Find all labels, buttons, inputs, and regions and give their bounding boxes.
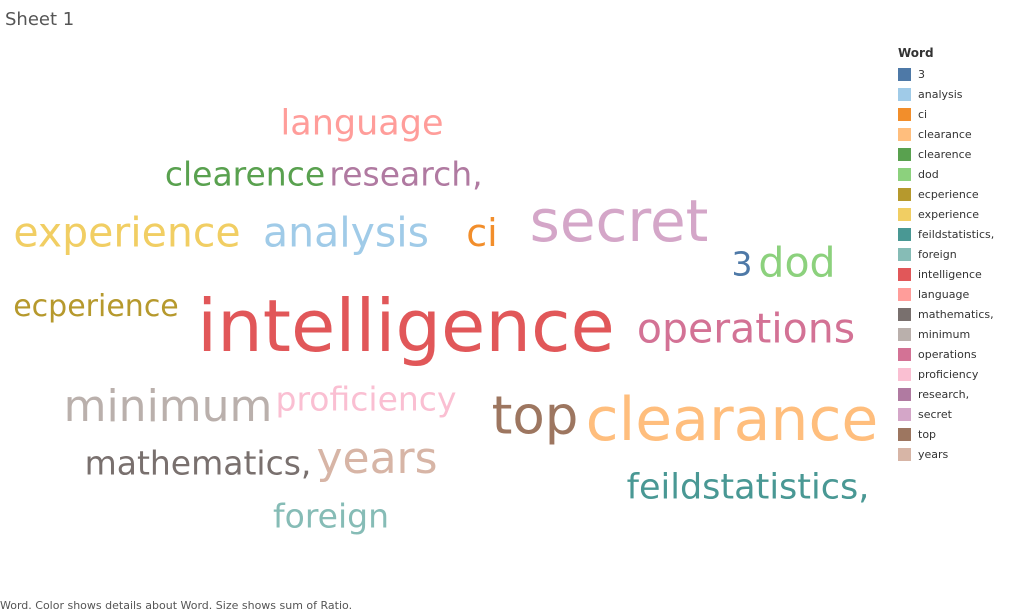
legend-label: clearance — [918, 127, 972, 141]
legend-item[interactable]: clearance — [898, 124, 1028, 144]
legend-swatch — [898, 187, 911, 201]
legend-label: mathematics, — [918, 307, 994, 321]
legend-item[interactable]: research, — [898, 384, 1028, 404]
word-analysis[interactable]: analysis — [262, 208, 430, 257]
legend-label: secret — [918, 407, 952, 421]
word-feildstatistics[interactable]: feildstatistics, — [626, 467, 870, 508]
word-mathematics[interactable]: mathematics, — [84, 443, 312, 483]
word-intelligence[interactable]: intelligence — [197, 284, 615, 368]
legend-swatch — [898, 387, 911, 401]
legend-label: experience — [918, 207, 979, 221]
legend-item[interactable]: analysis — [898, 84, 1028, 104]
legend-title: Word — [898, 46, 934, 60]
legend-swatch — [898, 367, 911, 381]
word-language[interactable]: language — [280, 103, 444, 144]
legend-swatch — [898, 227, 911, 241]
legend-item[interactable]: ecperience — [898, 184, 1028, 204]
word-operations[interactable]: operations — [636, 304, 856, 353]
word-cloud: 3 analysis ci clearance clearence dod ecperien… — [13, 103, 879, 536]
legend-label: intelligence — [918, 267, 982, 281]
legend-swatch — [898, 287, 911, 301]
legend-swatch — [898, 107, 911, 121]
legend-label: 3 — [918, 67, 925, 81]
legend-label: ci — [918, 107, 928, 121]
legend-swatch — [898, 267, 911, 281]
legend-label: top — [918, 427, 937, 441]
legend-label: language — [918, 287, 970, 301]
word-years[interactable]: years — [316, 433, 438, 484]
legend-item[interactable]: top — [898, 424, 1028, 444]
word-3[interactable]: 3 — [731, 244, 753, 284]
word-clearence[interactable]: clearence — [164, 154, 326, 194]
word-experience[interactable]: experience — [13, 208, 241, 257]
legend-items: 3 analysis ci clearance clearence dod ecperien… — [898, 64, 1028, 464]
legend-swatch — [898, 247, 911, 261]
legend-item[interactable]: proficiency — [898, 364, 1028, 384]
legend-label: clearence — [918, 147, 972, 161]
legend-swatch — [898, 167, 911, 181]
legend-label: feildstatistics, — [918, 227, 995, 241]
legend-label: years — [918, 447, 949, 461]
legend-item[interactable]: clearence — [898, 144, 1028, 164]
legend-label: proficiency — [918, 367, 979, 381]
legend-item[interactable]: years — [898, 444, 1028, 464]
legend-swatch — [898, 207, 911, 221]
legend-item[interactable]: experience — [898, 204, 1028, 224]
word-secret[interactable]: secret — [529, 187, 709, 255]
color-legend: Word 3 analysis ci clearance clearence dod ecp… — [898, 46, 1028, 464]
legend-swatch — [898, 347, 911, 361]
legend-item[interactable]: ci — [898, 104, 1028, 124]
sheet-title: Sheet 1 — [5, 9, 75, 30]
legend-item[interactable]: 3 — [898, 64, 1028, 84]
legend-label: research, — [918, 387, 970, 401]
word-research[interactable]: research, — [329, 154, 483, 194]
legend-item[interactable]: secret — [898, 404, 1028, 424]
legend-swatch — [898, 447, 911, 461]
word-ci[interactable]: ci — [466, 211, 498, 255]
legend-swatch — [898, 427, 911, 441]
legend-swatch — [898, 87, 911, 101]
word-top[interactable]: top — [491, 385, 579, 447]
legend-item[interactable]: foreign — [898, 244, 1028, 264]
word-dod[interactable]: dod — [758, 238, 836, 287]
legend-label: operations — [918, 347, 977, 361]
legend-label: dod — [918, 167, 939, 181]
legend-swatch — [898, 127, 911, 141]
word-foreign[interactable]: foreign — [273, 496, 389, 536]
legend-swatch — [898, 67, 911, 81]
legend-item[interactable]: language — [898, 284, 1028, 304]
legend-swatch — [898, 147, 911, 161]
legend-label: analysis — [918, 87, 963, 101]
legend-item[interactable]: intelligence — [898, 264, 1028, 284]
legend-item[interactable]: operations — [898, 344, 1028, 364]
word-clearance[interactable]: clearance — [585, 385, 879, 455]
legend-swatch — [898, 407, 911, 421]
word-minimum[interactable]: minimum — [63, 381, 273, 432]
legend-item[interactable]: feildstatistics, — [898, 224, 1028, 244]
legend-label: foreign — [918, 247, 957, 261]
legend-item[interactable]: minimum — [898, 324, 1028, 344]
legend-item[interactable]: dod — [898, 164, 1028, 184]
legend-item[interactable]: mathematics, — [898, 304, 1028, 324]
legend-label: minimum — [918, 327, 971, 341]
legend-swatch — [898, 307, 911, 321]
legend-swatch — [898, 327, 911, 341]
legend-label: ecperience — [918, 187, 979, 201]
word-ecperience[interactable]: ecperience — [13, 289, 179, 324]
chart-caption: Word. Color shows details about Word. Si… — [0, 599, 353, 612]
word-proficiency[interactable]: proficiency — [275, 379, 457, 419]
